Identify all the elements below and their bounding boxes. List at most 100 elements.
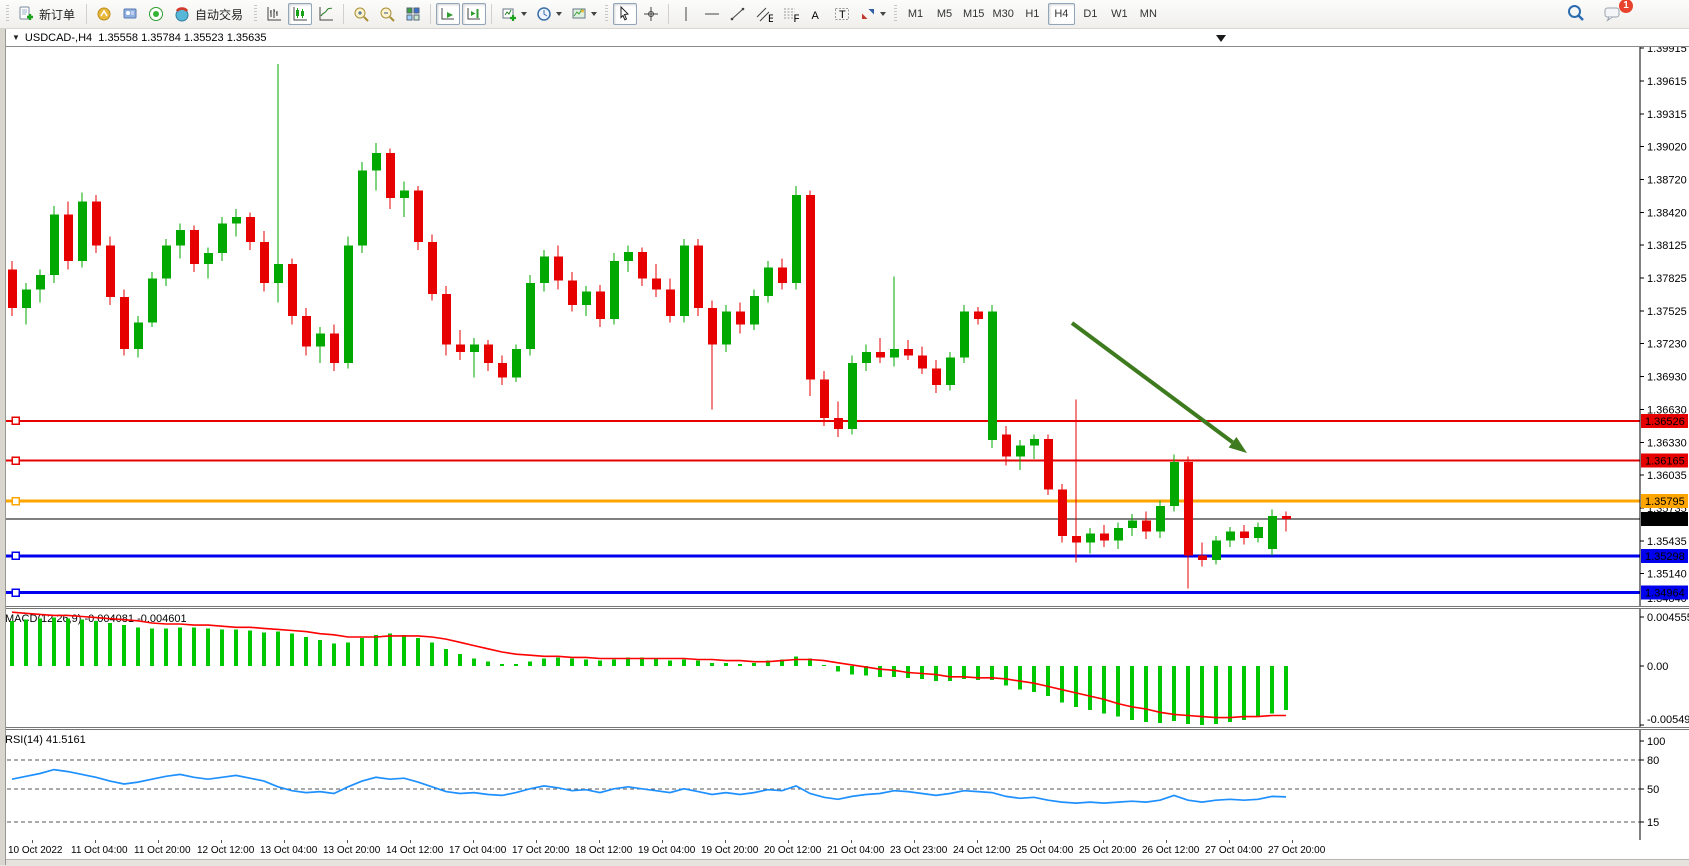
line-chart-button[interactable] bbox=[314, 3, 338, 25]
svg-text:1.38125: 1.38125 bbox=[1647, 240, 1687, 252]
candlestick-chart-icon bbox=[293, 7, 308, 21]
panel-separator[interactable] bbox=[0, 727, 1689, 730]
chart-menu-triangle-icon[interactable]: ▼ bbox=[12, 33, 20, 42]
macd-panel[interactable]: MACD(12,26,9) -0.004081 -0.004601 0.0045… bbox=[0, 609, 1689, 727]
time-axis-label: 26 Oct 12:00 bbox=[1142, 845, 1200, 856]
text-icon: A bbox=[812, 10, 820, 22]
horizontal-line-icon bbox=[705, 13, 720, 15]
timeframe-button-m1[interactable]: M1 bbox=[907, 8, 924, 20]
bar-chart-button[interactable] bbox=[262, 3, 286, 25]
new-chart-button[interactable] bbox=[497, 3, 530, 25]
svg-text:80: 80 bbox=[1647, 755, 1659, 767]
trendline-button[interactable] bbox=[726, 3, 750, 25]
svg-text:-0.005493: -0.005493 bbox=[1647, 714, 1689, 726]
crosshair-icon bbox=[644, 7, 659, 21]
time-axis-tick bbox=[599, 840, 600, 843]
toolbar-grip bbox=[6, 5, 9, 23]
search-button[interactable] bbox=[1563, 2, 1589, 24]
text-button[interactable]: A bbox=[804, 3, 828, 25]
indicators-button[interactable] bbox=[567, 3, 600, 25]
auto-scroll-button[interactable] bbox=[436, 3, 461, 25]
tile-windows-button[interactable] bbox=[401, 3, 425, 25]
fibonacci-button[interactable]: F bbox=[778, 3, 802, 25]
auto-scroll-icon bbox=[441, 8, 455, 20]
horizontal-line-button[interactable] bbox=[700, 3, 724, 25]
timeframe-group: M1 M5 M15 M30 H1 H4 D1 W1 MN bbox=[901, 3, 1163, 25]
svg-text:1.34964: 1.34964 bbox=[1645, 588, 1685, 600]
chart-shift-marker-icon[interactable] bbox=[1216, 35, 1226, 42]
profiles-button[interactable] bbox=[532, 3, 565, 25]
svg-text:1.36526: 1.36526 bbox=[1645, 416, 1685, 428]
time-axis-label: 20 Oct 12:00 bbox=[764, 845, 822, 856]
zoom-out-button[interactable] bbox=[375, 3, 399, 25]
text-label-icon: T bbox=[835, 8, 850, 21]
cursor-button[interactable] bbox=[613, 3, 638, 25]
crosshair-button[interactable] bbox=[639, 3, 663, 25]
price-chart[interactable]: 1.39915 1.39615 1.39315 1.39020 1.38720 1.384… bbox=[0, 46, 1689, 606]
timeframe-button-h1[interactable]: H1 bbox=[1025, 8, 1040, 20]
horizontal-level-lines[interactable] bbox=[0, 416, 1640, 597]
macd-signal-line bbox=[11, 611, 1286, 719]
toolbar-separator bbox=[668, 4, 670, 24]
time-axis-label: 27 Oct 04:00 bbox=[1205, 845, 1263, 856]
svg-text:1.36930: 1.36930 bbox=[1647, 371, 1687, 383]
time-axis-tick bbox=[473, 840, 474, 843]
trend-arrow-annotation[interactable] bbox=[1070, 321, 1247, 453]
rsi-level-lines bbox=[0, 759, 1640, 823]
arrows-button[interactable] bbox=[856, 3, 889, 25]
svg-text:E: E bbox=[768, 13, 773, 23]
time-axis-tick bbox=[32, 840, 33, 843]
new-order-button[interactable]: 新订单 bbox=[14, 3, 81, 25]
chart-shift-icon bbox=[467, 8, 481, 20]
autotrading-icon bbox=[175, 7, 189, 22]
timeframe-button-d1[interactable]: D1 bbox=[1083, 8, 1098, 20]
svg-text:1.39020: 1.39020 bbox=[1647, 141, 1687, 153]
bar-chart-icon bbox=[267, 7, 282, 21]
panel-separator[interactable] bbox=[0, 606, 1689, 609]
toolbar-right-icons: 1 bbox=[1562, 0, 1633, 24]
time-axis-tick bbox=[788, 840, 789, 843]
vertical-line-icon bbox=[685, 7, 687, 21]
timeframe-button-mn[interactable]: MN bbox=[1139, 8, 1157, 20]
macd-axis[interactable]: 0.004555 0.00 -0.005493 bbox=[1639, 609, 1689, 727]
trendline-icon bbox=[730, 7, 745, 21]
signals-button[interactable] bbox=[144, 3, 168, 25]
notifications-button[interactable]: 1 bbox=[1600, 0, 1633, 24]
rsi-label: RSI(14) 41.5161 bbox=[5, 734, 86, 746]
rsi-axis[interactable]: 100 80 50 15 bbox=[1639, 730, 1665, 840]
candlestick-chart-button[interactable] bbox=[288, 3, 313, 25]
chevron-down-icon bbox=[556, 12, 563, 16]
timeframe-button-w1[interactable]: W1 bbox=[1111, 8, 1128, 20]
mql5-community-button[interactable] bbox=[92, 3, 116, 25]
timeframe-button-m5[interactable]: M5 bbox=[936, 8, 953, 20]
time-axis-label: 12 Oct 12:00 bbox=[197, 845, 255, 856]
time-axis-tick bbox=[851, 840, 852, 843]
time-axis-tick bbox=[536, 840, 537, 843]
text-label-button[interactable]: T bbox=[830, 3, 854, 25]
price-axis[interactable]: 1.39915 1.39615 1.39315 1.39020 1.38720 1.384… bbox=[1639, 46, 1688, 606]
time-axis-tick bbox=[725, 840, 726, 843]
equidistant-channel-button[interactable]: E bbox=[752, 3, 776, 25]
vertical-line-button[interactable] bbox=[674, 3, 698, 25]
rsi-panel[interactable]: RSI(14) 41.5161 100 80 50 15 bbox=[0, 730, 1689, 840]
svg-text:15: 15 bbox=[1647, 817, 1659, 829]
time-axis-label: 23 Oct 23:00 bbox=[890, 845, 948, 856]
time-axis[interactable]: 10 Oct 2022 11 Oct 04:00 11 Oct 20:00 12 Oc… bbox=[0, 840, 1689, 859]
clock-icon bbox=[537, 7, 551, 21]
timeframe-button-h4[interactable]: H4 bbox=[1047, 3, 1075, 25]
svg-text:1.35140: 1.35140 bbox=[1647, 568, 1687, 580]
time-axis-label: 17 Oct 20:00 bbox=[512, 845, 570, 856]
autotrading-button[interactable]: 自动交易 bbox=[170, 3, 249, 25]
time-axis-tick bbox=[221, 840, 222, 843]
metaeditor-button[interactable] bbox=[118, 3, 142, 25]
new-chart-icon bbox=[502, 8, 517, 21]
timeframe-button-m30[interactable]: M30 bbox=[992, 8, 1014, 20]
zoom-in-button[interactable] bbox=[349, 3, 373, 25]
toolbar-grip bbox=[894, 5, 898, 23]
svg-text:1.35298: 1.35298 bbox=[1645, 551, 1685, 563]
svg-text:1.37825: 1.37825 bbox=[1647, 273, 1687, 285]
time-axis-label: 24 Oct 12:00 bbox=[953, 845, 1011, 856]
toolbar-grip bbox=[254, 5, 258, 23]
chart-shift-button[interactable] bbox=[462, 3, 487, 25]
timeframe-button-m15[interactable]: M15 bbox=[963, 8, 985, 20]
